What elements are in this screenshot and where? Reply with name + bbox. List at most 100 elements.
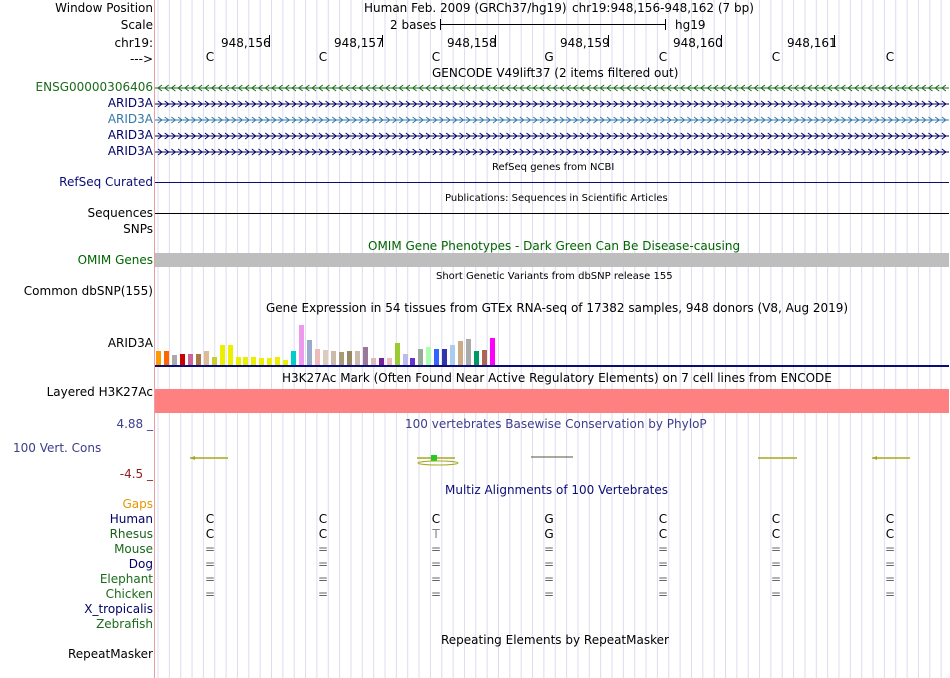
gtex-tissue-bar[interactable] [386, 358, 392, 365]
gene-model-row [155, 148, 949, 156]
gtex-tissue-bar[interactable] [315, 349, 321, 365]
gtex-tissue-bar[interactable] [219, 345, 225, 365]
alignment-base: = [543, 557, 555, 571]
gtex-tissue-bar[interactable] [346, 351, 352, 365]
gtex-tissue-bar[interactable] [378, 358, 384, 365]
omim-gene-bar[interactable] [155, 253, 949, 267]
gtex-tissue-bar[interactable] [362, 347, 368, 365]
gene-label-arid3a[interactable]: ARID3A [107, 128, 153, 142]
omim-label[interactable]: OMIM Genes [77, 253, 153, 267]
gtex-tissue-bar[interactable] [203, 351, 209, 365]
gene-label-arid3a[interactable]: ARID3A [107, 112, 153, 126]
position-range: chr19:948,156-948,162 (7 bp) [572, 1, 754, 15]
gtex-tissue-bar[interactable] [410, 358, 416, 365]
multiz-title: Multiz Alignments of 100 Vertebrates [445, 483, 669, 497]
gtex-tissue-bar[interactable] [442, 349, 448, 365]
gtex-tissue-bar[interactable] [489, 338, 495, 365]
gtex-gene-line[interactable] [155, 365, 949, 367]
alignment-base: = [430, 587, 442, 601]
base-gridlines [157, 0, 942, 678]
species-label-mouse[interactable]: Mouse [114, 542, 153, 556]
gtex-tissue-bar[interactable] [267, 358, 273, 365]
gtex-tissue-bar[interactable] [307, 340, 313, 365]
alignment-base: C [205, 527, 215, 541]
gtex-tissue-bar[interactable] [338, 352, 344, 365]
gtex-tissue-bar[interactable] [163, 351, 169, 365]
dbsnp-label[interactable]: Common dbSNP(155) [23, 284, 153, 298]
gtex-tissue-bar[interactable] [235, 357, 241, 365]
gtex-tissue-bar[interactable] [275, 357, 281, 365]
gtex-tissue-bar[interactable] [179, 354, 185, 365]
ruler-position: 948,158 [447, 36, 497, 50]
gtex-label[interactable]: ARID3A [107, 336, 153, 350]
gtex-barchart[interactable] [155, 316, 949, 365]
gtex-tissue-bar[interactable] [474, 351, 480, 365]
alignment-base: G [544, 527, 554, 541]
gtex-tissue-bar[interactable] [243, 357, 249, 365]
gtex-tissue-bar[interactable] [482, 350, 488, 365]
assembly-title: Human Feb. 2009 (GRCh37/hg19) [364, 1, 567, 15]
gtex-tissue-bar[interactable] [156, 351, 161, 365]
alignment-base: = [770, 542, 782, 556]
alignment-base: = [770, 572, 782, 586]
alignment-base: C [885, 512, 895, 526]
phylop-signal[interactable] [155, 450, 949, 470]
gtex-tissue-bar[interactable] [394, 343, 400, 365]
alignment-base: C [658, 512, 668, 526]
species-label-rhesus[interactable]: Rhesus [109, 527, 153, 541]
gtex-tissue-bar[interactable] [330, 351, 336, 365]
refseq-gene-line[interactable] [155, 182, 949, 183]
alignment-base: = [543, 542, 555, 556]
gtex-tissue-bar[interactable] [370, 358, 376, 365]
h3k27ac-signal[interactable] [155, 389, 949, 413]
gtex-tissue-bar[interactable] [434, 349, 440, 365]
gtex-tissue-bar[interactable] [283, 360, 289, 365]
gtex-tissue-bar[interactable] [259, 358, 265, 365]
species-label-chicken[interactable]: Chicken [105, 587, 153, 601]
gene-label-arid3a[interactable]: ARID3A [107, 144, 153, 158]
gtex-tissue-bar[interactable] [426, 347, 432, 365]
gtex-tissue-bar[interactable] [171, 355, 177, 365]
gtex-tissue-bar[interactable] [211, 357, 217, 365]
species-label-human[interactable]: Human [109, 512, 153, 526]
alignment-base: = [204, 572, 216, 586]
base: C [318, 50, 328, 64]
gtex-tissue-bar[interactable] [450, 345, 456, 365]
gtex-tissue-bar[interactable] [322, 350, 328, 365]
alignment-base: = [317, 572, 329, 586]
gaps-label[interactable]: Gaps [122, 497, 153, 511]
gtex-tissue-bar[interactable] [187, 354, 193, 365]
h3k27ac-label[interactable]: Layered H3K27Ac [46, 385, 153, 399]
sequences-label[interactable]: Sequences [87, 206, 153, 220]
phylop-max: 4.88 _ [116, 417, 153, 431]
gene-label-ensg[interactable]: ENSG00000306406 [35, 80, 153, 94]
phylop-label[interactable]: 100 Vert. Cons [13, 441, 102, 455]
gtex-tissue-bar[interactable] [251, 357, 257, 365]
alignment-base: C [318, 527, 328, 541]
gtex-tissue-bar[interactable] [299, 325, 305, 365]
alignment-base: = [657, 542, 669, 556]
gtex-tissue-bar[interactable] [458, 341, 464, 365]
gtex-tissue-bar[interactable] [354, 351, 360, 365]
gtex-tissue-bar[interactable] [195, 354, 201, 365]
refseq-title: RefSeq genes from NCBI [492, 162, 615, 173]
species-label-zebrafish[interactable]: Zebrafish [96, 617, 153, 631]
gtex-tissue-bar[interactable] [291, 351, 297, 365]
alignment-base: = [884, 542, 896, 556]
gencode-gene-models[interactable] [155, 82, 949, 158]
gtex-tissue-bar[interactable] [402, 354, 408, 365]
sequences-line[interactable] [155, 213, 949, 214]
ruler-position: 948,156 [221, 36, 271, 50]
alignment-base: = [204, 542, 216, 556]
gtex-tissue-bar[interactable] [418, 349, 424, 365]
species-label-x_tropicalis[interactable]: X_tropicalis [84, 602, 153, 616]
alignment-base: C [431, 512, 441, 526]
refseq-label[interactable]: RefSeq Curated [59, 175, 153, 189]
gtex-tissue-bar[interactable] [227, 345, 233, 365]
species-label-dog[interactable]: Dog [128, 557, 153, 571]
snps-label[interactable]: SNPs [123, 222, 153, 236]
species-label-elephant[interactable]: Elephant [99, 572, 153, 586]
rmsk-label[interactable]: RepeatMasker [67, 647, 153, 661]
gene-label-arid3a[interactable]: ARID3A [107, 96, 153, 110]
gtex-tissue-bar[interactable] [466, 339, 472, 365]
